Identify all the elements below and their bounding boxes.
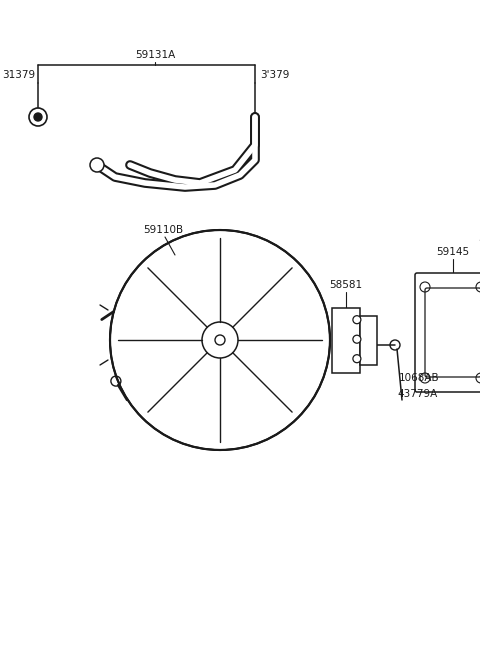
Circle shape (353, 335, 361, 343)
Text: 59131A: 59131A (135, 50, 175, 60)
Circle shape (90, 158, 104, 172)
Text: 59135A: 59135A (478, 233, 480, 243)
FancyBboxPatch shape (415, 273, 480, 392)
Circle shape (29, 108, 47, 126)
Bar (332, 308, 360, 373)
Text: 59145: 59145 (436, 247, 469, 257)
Text: 31379: 31379 (2, 70, 35, 80)
Circle shape (110, 230, 330, 450)
Text: 1068AB: 1068AB (399, 373, 440, 383)
Circle shape (353, 355, 361, 363)
Text: 58581: 58581 (329, 280, 362, 290)
Text: 59110B: 59110B (143, 225, 183, 235)
Text: 43779A: 43779A (397, 389, 437, 399)
Circle shape (353, 316, 361, 324)
Bar (360, 316, 377, 365)
Circle shape (34, 113, 42, 121)
Text: 3'379: 3'379 (260, 70, 289, 80)
